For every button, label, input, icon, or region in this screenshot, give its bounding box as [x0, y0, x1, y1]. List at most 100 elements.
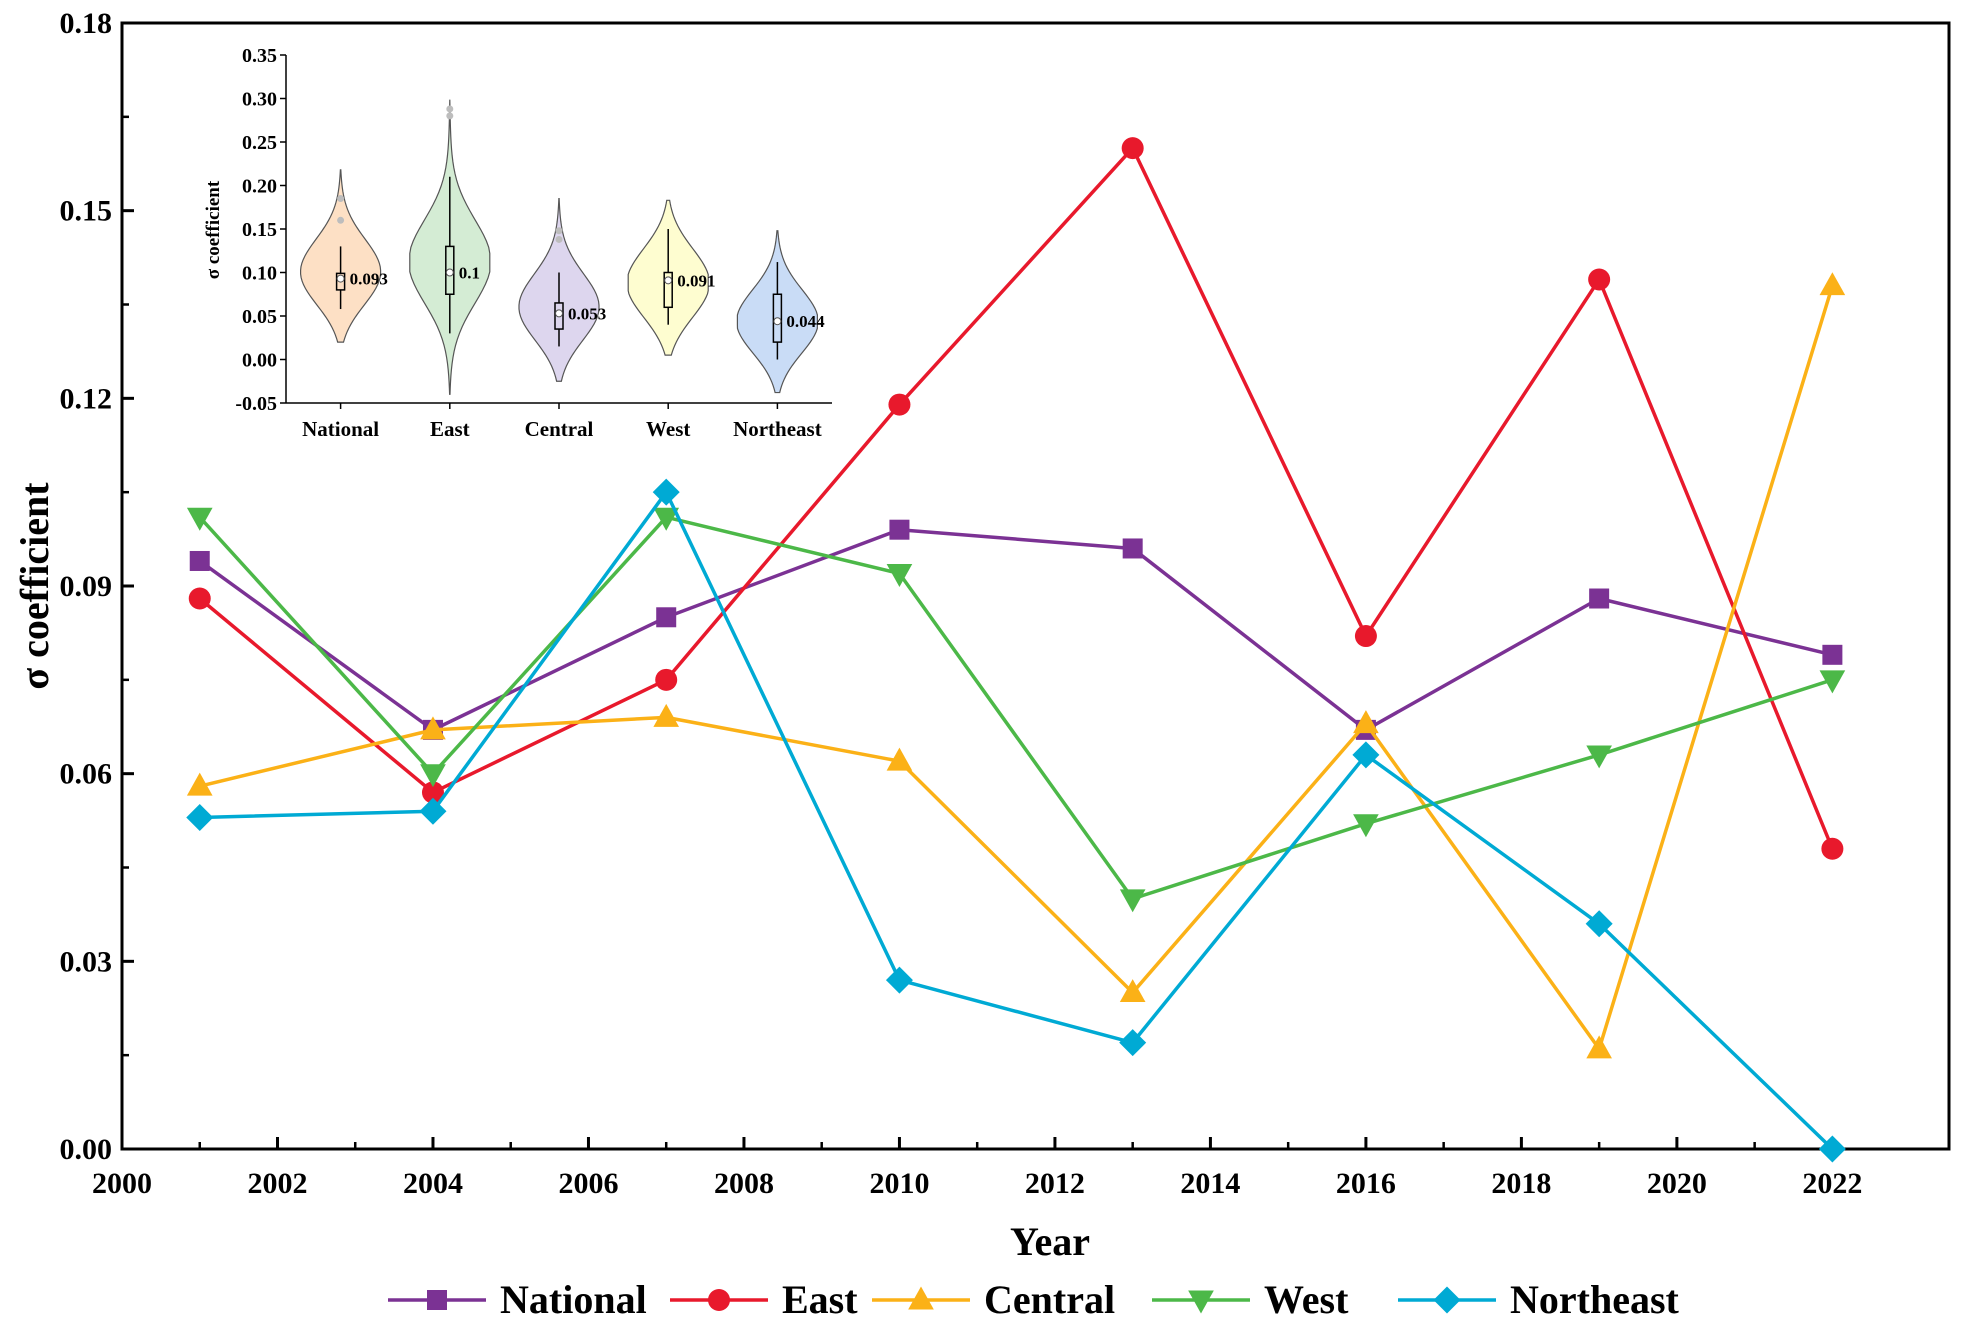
point-west-2019 [1586, 745, 1612, 769]
x-tick-label-2004: 2004 [403, 1167, 463, 1200]
legend-entry-east: East [670, 1277, 858, 1322]
point-national-2022 [1822, 644, 1843, 665]
legend-marker-central [908, 1286, 934, 1310]
x-tick-label-2000: 2000 [92, 1167, 152, 1200]
inset-category-label-east: East [430, 417, 470, 441]
violin-median-label-west: 0.091 [677, 271, 715, 290]
point-central-2016 [1353, 710, 1379, 734]
violin-outlier-central-1 [555, 227, 563, 235]
main-y-axis-title: σ coefficient [12, 482, 57, 690]
violin-outlier-national-1 [337, 195, 345, 203]
point-west-2007 [653, 507, 680, 531]
y-tick-label-0.03: 0.03 [60, 945, 113, 978]
point-northeast-2007 [652, 478, 680, 506]
violin-median-west [664, 276, 673, 285]
inset-y-tick-label-0.15: 0.15 [242, 219, 277, 241]
y-tick-label-0.09: 0.09 [60, 570, 113, 603]
inset-y-axis-title: σ coefficient [203, 180, 224, 279]
point-east-2019 [1588, 268, 1611, 291]
point-east-2004 [421, 781, 444, 804]
violin-outlier-east-0 [446, 112, 454, 120]
inset-y-tick-label-0.00: 0.00 [242, 350, 277, 372]
inset-y-tick-label-0.05: 0.05 [242, 306, 277, 328]
point-northeast-2010 [885, 966, 913, 994]
point-northeast-2019 [1585, 910, 1613, 938]
point-west-2013 [1119, 889, 1146, 913]
point-northeast-2016 [1352, 741, 1380, 769]
violin-national: 0.093 [300, 169, 388, 343]
legend-marker-national [427, 1290, 447, 1310]
violin-outlier-central-0 [555, 235, 563, 243]
point-central-2022 [1819, 272, 1846, 296]
x-tick-label-2006: 2006 [558, 1167, 618, 1200]
inset-axis: -0.05 0.00 0.05 0.10 0.15 0.20 0.25 0.30 0.35 Nat… [235, 45, 832, 441]
y-tick-label-0.18: 0.18 [60, 7, 113, 40]
point-east-2001 [188, 587, 211, 610]
point-northeast-2004 [419, 797, 447, 825]
point-northeast-2013 [1119, 1029, 1147, 1057]
y-tick-label-0.15: 0.15 [60, 195, 113, 228]
violin-median-east [445, 268, 454, 277]
main-axis-ticks: 2000 2002 2004 2006 2008 2010 2012 2014 2016 2018… [60, 7, 1863, 1200]
point-west-2004 [420, 764, 446, 788]
point-west-2016 [1353, 814, 1379, 838]
point-east-2010 [888, 393, 911, 416]
legend-entry-national: National [388, 1277, 647, 1322]
x-tick-label-2002: 2002 [247, 1167, 307, 1200]
series-line-west [198, 515, 1833, 901]
violin-median-northeast [773, 317, 782, 326]
y-tick-label-0.00: 0.00 [60, 1133, 113, 1166]
x-tick-label-2008: 2008 [714, 1167, 774, 1200]
legend-label-west: West [1264, 1277, 1349, 1322]
x-tick-label-2010: 2010 [869, 1167, 929, 1200]
inset-y-tick-label-0.25: 0.25 [242, 132, 277, 154]
point-national-2007 [656, 607, 677, 628]
violin-east: 0.1 [409, 99, 491, 395]
legend-entry-west: West [1152, 1277, 1349, 1322]
series-national [189, 519, 1843, 740]
inset-y-tick-label-0.20: 0.20 [242, 176, 277, 198]
x-tick-label-2020: 2020 [1647, 1167, 1707, 1200]
point-east-2007 [655, 668, 678, 691]
violin-median-label-national: 0.093 [350, 270, 388, 289]
inset-y-tick-label-0.10: 0.10 [242, 263, 277, 285]
legend-label-northeast: Northeast [1510, 1277, 1680, 1322]
x-tick-label-2012: 2012 [1025, 1167, 1085, 1200]
x-tick-label-2022: 2022 [1802, 1167, 1862, 1200]
violin-west: 0.091 [627, 199, 715, 356]
series-west [186, 507, 1846, 913]
violin-box-west [663, 271, 673, 309]
legend: National East Central West Northeast [388, 1277, 1680, 1322]
point-west-2010 [886, 564, 913, 587]
legend-entry-central: Central [872, 1277, 1115, 1322]
point-national-2013 [1122, 538, 1143, 559]
legend-marker-east [708, 1289, 730, 1311]
inset-category-label-northeast: Northeast [733, 417, 822, 441]
point-central-2001 [186, 772, 213, 796]
point-northeast-2022 [1818, 1135, 1846, 1163]
point-northeast-2001 [186, 803, 214, 831]
violin-median-label-northeast: 0.044 [786, 312, 825, 331]
legend-label-east: East [782, 1277, 858, 1322]
legend-marker-west [1188, 1290, 1214, 1314]
legend-marker-northeast [1433, 1286, 1461, 1314]
main-series-group [186, 137, 1846, 1163]
inset-y-tick-label-0.30: 0.30 [242, 89, 277, 111]
inset-category-label-national: National [302, 417, 379, 441]
series-northeast [186, 478, 1846, 1163]
point-west-2001 [186, 507, 213, 531]
legend-entry-northeast: Northeast [1398, 1277, 1680, 1322]
point-central-2013 [1119, 979, 1146, 1003]
y-tick-label-0.12: 0.12 [60, 382, 113, 415]
point-east-2013 [1121, 137, 1144, 160]
point-national-2019 [1589, 588, 1610, 609]
series-line-northeast [199, 490, 1834, 1151]
point-east-2016 [1354, 625, 1377, 648]
violin-outlier-east-1 [446, 105, 454, 113]
violin-median-national [336, 274, 345, 283]
legend-label-central: Central [984, 1277, 1115, 1322]
main-x-axis-title: Year [1010, 1219, 1090, 1264]
violin-median-central [555, 309, 563, 318]
violin-outlier-national-0 [337, 216, 345, 224]
